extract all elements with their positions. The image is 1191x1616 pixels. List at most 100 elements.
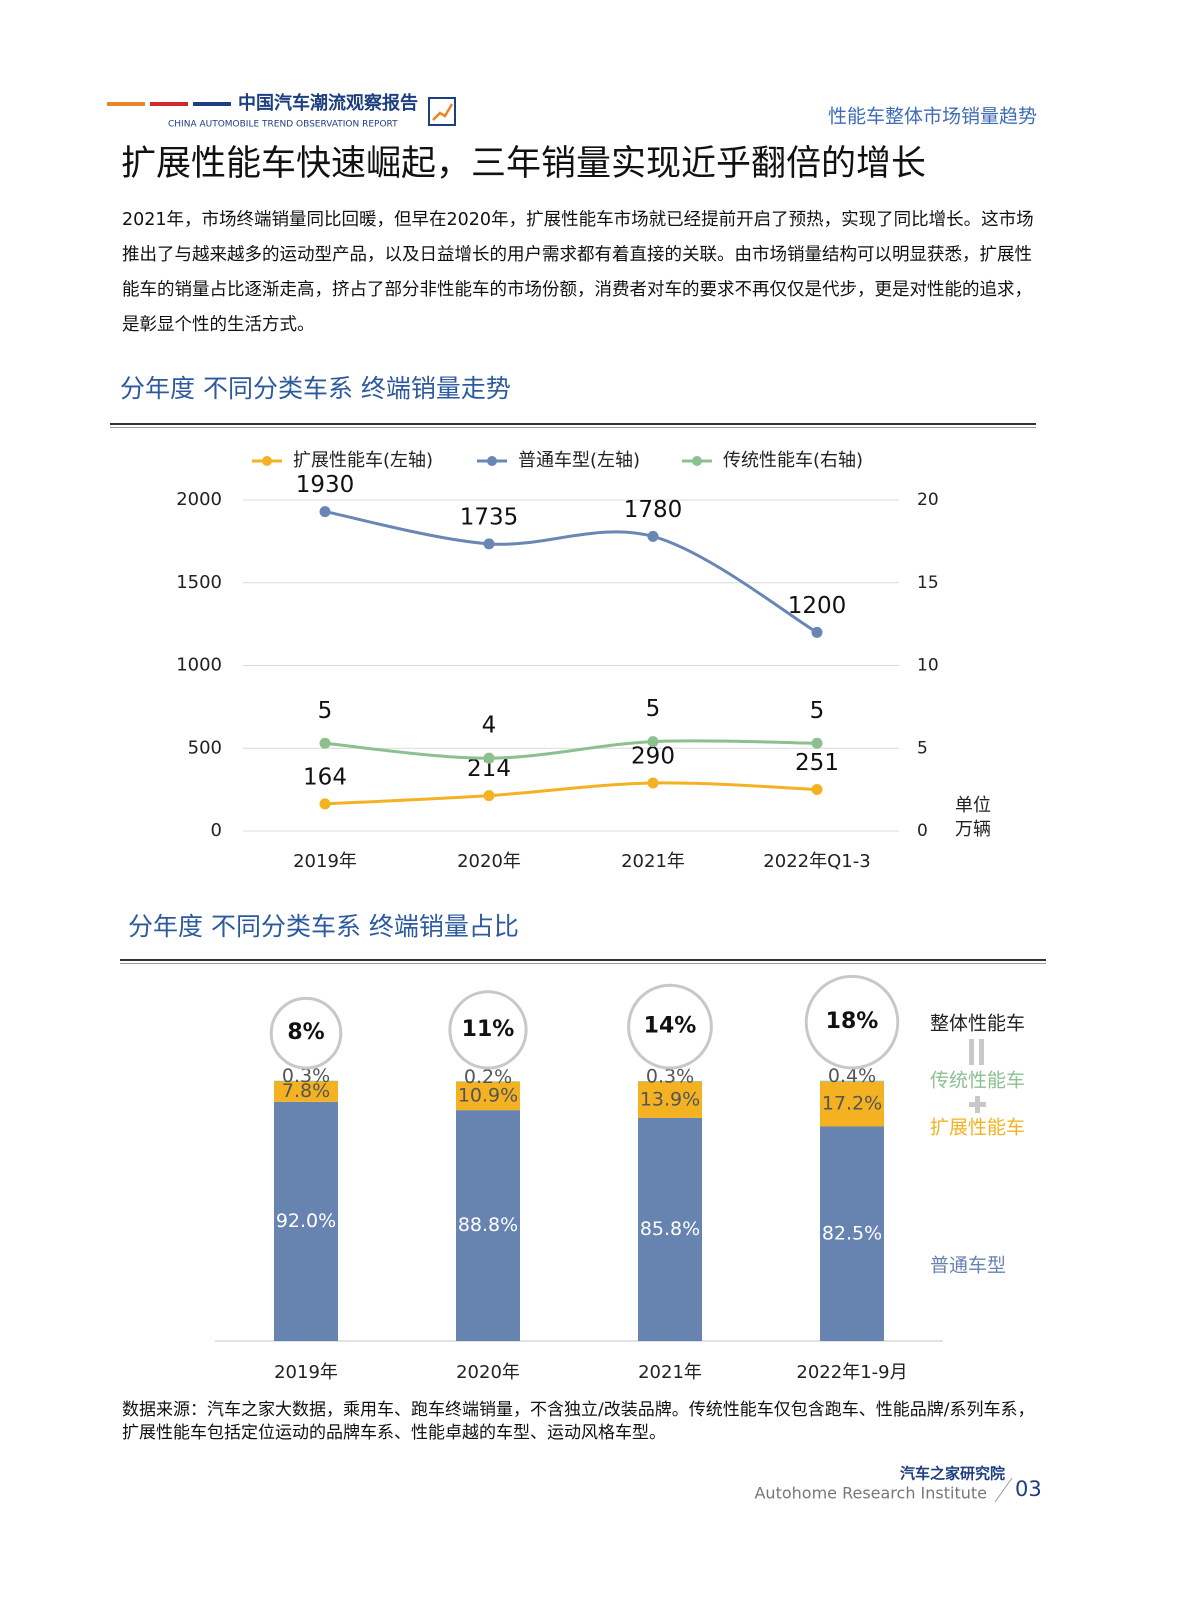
total-circle	[804, 974, 900, 1070]
data-point	[319, 798, 331, 810]
data-label: 0.2%	[464, 1066, 512, 1088]
data-point	[319, 506, 331, 518]
bar-segment	[638, 1081, 702, 1082]
total-label: 8%	[287, 1020, 324, 1045]
bar-segment	[456, 1110, 520, 1341]
chart-title: 分年度 不同分类车系 终端销量占比	[128, 912, 519, 941]
legend-symbol	[975, 1096, 980, 1113]
data-point	[647, 530, 659, 542]
y-tick-label: 500	[188, 737, 222, 758]
total-label: 14%	[644, 1014, 697, 1039]
legend-swatch	[692, 456, 702, 466]
data-label: 164	[303, 764, 347, 790]
data-label: 17.2%	[822, 1093, 882, 1115]
rule	[120, 959, 1046, 961]
data-label: 290	[631, 744, 675, 770]
bar-segment	[820, 1080, 884, 1082]
report-title: 中国汽车潮流观察报告	[238, 92, 418, 114]
series-line	[324, 739, 818, 760]
y2-tick-label: 0	[917, 821, 928, 841]
data-point	[319, 737, 331, 749]
data-label: 1930	[296, 472, 355, 498]
rule	[120, 963, 1046, 964]
data-label: 5	[646, 696, 661, 722]
legend-symbol	[979, 1039, 984, 1065]
data-point	[811, 626, 823, 638]
section-name: 性能车整体市场销量趋势	[828, 106, 1037, 128]
footer-org-en: Autohome Research Institute	[754, 1484, 987, 1503]
legend-label: 扩展性能车(左轴)	[293, 450, 433, 471]
x-tick-label: 2019年	[274, 1362, 338, 1383]
legend-swatch	[487, 456, 497, 466]
data-label: 0.3%	[282, 1065, 330, 1087]
y2-tick-label: 20	[917, 490, 939, 510]
unit-label: 单位	[955, 795, 991, 816]
data-label: 0.4%	[828, 1065, 876, 1087]
y2-tick-label: 5	[917, 738, 928, 758]
bar-segment	[274, 1101, 338, 1341]
header-icon-line	[432, 103, 454, 121]
bar-segment	[456, 1081, 520, 1082]
data-label: 13.9%	[640, 1088, 700, 1110]
header-stripe	[150, 102, 188, 106]
data-point	[483, 752, 495, 764]
data-label: 1200	[788, 593, 847, 619]
data-point	[483, 538, 495, 550]
data-point	[811, 737, 823, 749]
total-circle	[448, 990, 528, 1070]
data-label: 4	[482, 713, 497, 739]
y-tick-label: 0	[211, 820, 222, 841]
bar-segment	[456, 1081, 520, 1111]
legend-label: 普通车型	[930, 1255, 1006, 1277]
header-icon	[428, 97, 456, 126]
data-label: 10.9%	[458, 1084, 518, 1106]
y2-tick-label: 10	[917, 656, 939, 676]
data-label: 0.3%	[646, 1066, 694, 1088]
total-circle	[627, 983, 713, 1070]
data-point	[647, 736, 659, 748]
legend-label: 整体性能车	[930, 1013, 1025, 1035]
legend-label: 传统性能车(右轴)	[723, 450, 863, 471]
bar-segment	[820, 1081, 884, 1127]
page-title: 扩展性能车快速崛起，三年销量实现近乎翻倍的增长	[121, 144, 926, 184]
report-subtitle: CHINA AUTOMOBILE TREND OBSERVATION REPOR…	[168, 120, 398, 130]
total-circle	[269, 996, 343, 1070]
unit-label: 万辆	[955, 819, 991, 840]
y-tick-label: 2000	[176, 489, 222, 510]
x-tick-label: 2020年	[456, 1362, 520, 1383]
data-point	[811, 783, 823, 795]
x-tick-label: 2019年	[293, 851, 357, 872]
y-tick-label: 1500	[176, 572, 222, 593]
series-line	[324, 781, 818, 806]
header-stripe	[193, 102, 231, 106]
total-label: 11%	[462, 1017, 515, 1042]
data-point	[647, 777, 659, 789]
series-line	[324, 510, 818, 634]
x-tick-label: 2022年1-9月	[796, 1362, 907, 1383]
bar-segment	[274, 1081, 338, 1102]
data-label: 88.8%	[458, 1214, 518, 1236]
source-note: 数据来源：汽车之家大数据，乘用车、跑车终端销量，不含独立/改装品牌。传统性能车仅…	[122, 1400, 1035, 1443]
x-tick-label: 2021年	[621, 851, 685, 872]
body-paragraph: 2021年，市场终端销量同比回暖，但早在2020年，扩展性能车市场就已经提前开启…	[122, 210, 1034, 335]
footer-org: 汽车之家研究院	[900, 1465, 1005, 1483]
legend-label: 传统性能车	[930, 1070, 1025, 1092]
legend-label: 扩展性能车	[930, 1117, 1025, 1139]
x-tick-label: 2020年	[457, 851, 521, 872]
legend-swatch	[262, 456, 272, 466]
y-tick-label: 1000	[176, 655, 222, 676]
chart-title: 分年度 不同分类车系 终端销量走势	[120, 374, 511, 403]
bar-segment	[274, 1080, 338, 1082]
page-number: 03	[1015, 1477, 1042, 1501]
data-label: 5	[810, 698, 825, 724]
footer-slash	[994, 1477, 1013, 1503]
rule	[110, 423, 1036, 425]
data-label: 85.8%	[640, 1218, 700, 1240]
legend-label: 普通车型(左轴)	[518, 450, 640, 471]
bar-segment	[638, 1117, 702, 1341]
data-label: 82.5%	[822, 1222, 882, 1244]
data-label: 7.8%	[282, 1080, 330, 1102]
y2-tick-label: 15	[917, 573, 939, 593]
